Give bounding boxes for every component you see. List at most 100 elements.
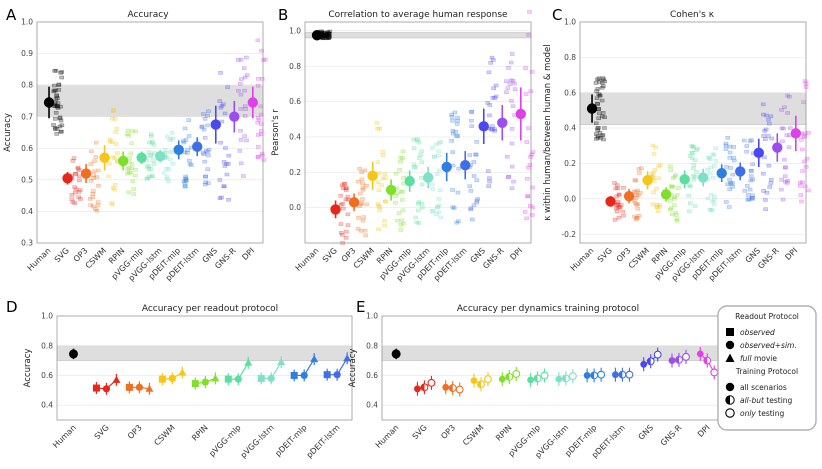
- scenario-marker: [327, 32, 332, 36]
- mean-point-GNS-R: [772, 142, 783, 153]
- marker-full-movie: [310, 355, 319, 363]
- scenario-marker: [655, 205, 660, 209]
- scenario-marker: [343, 188, 349, 192]
- scenario-marker: [242, 66, 247, 71]
- scenario-marker: [524, 216, 529, 221]
- group-Human: [68, 348, 78, 360]
- scenario-marker: [91, 169, 97, 174]
- scenario-marker: [436, 203, 442, 208]
- scenario-marker: [454, 220, 460, 225]
- mean-point-DPI: [790, 128, 802, 139]
- scenario-marker: [709, 207, 714, 212]
- scenario-marker: [454, 122, 460, 126]
- scenario-marker: [469, 124, 475, 128]
- scenario-marker: [522, 210, 528, 214]
- scenario-marker: [686, 193, 691, 198]
- scenario-marker: [377, 208, 382, 212]
- scenario-marker: [597, 93, 603, 98]
- scenario-marker: [455, 134, 460, 138]
- scenario-marker: [469, 110, 474, 114]
- scenario-marker: [485, 169, 491, 173]
- scenario-marker: [618, 203, 624, 207]
- x-tick-label: SVG: [596, 246, 614, 264]
- scenario-marker: [779, 178, 784, 182]
- scenario-marker: [261, 58, 266, 62]
- scenario-marker: [781, 126, 786, 131]
- scenario-marker: [802, 134, 807, 138]
- marker-only-testing: [625, 370, 634, 379]
- scenario-marker: [601, 137, 606, 142]
- scenario-marker: [620, 209, 625, 214]
- scenario-marker: [359, 201, 365, 205]
- scenario-marker: [364, 202, 369, 207]
- mean-point-Human: [43, 97, 55, 108]
- scenario-marker: [342, 181, 347, 186]
- scenario-marker: [762, 129, 767, 133]
- scenario-marker: [527, 10, 532, 14]
- scenario-marker: [675, 193, 680, 197]
- scenario-marker: [596, 107, 601, 111]
- scenario-marker: [149, 174, 155, 179]
- scenario-marker: [416, 208, 421, 213]
- scenario-marker: [169, 131, 175, 135]
- scenario-marker: [595, 126, 600, 131]
- scenario-marker: [400, 208, 406, 213]
- scenario-marker: [763, 137, 768, 141]
- scenario-cluster-CSWM: [106, 108, 120, 207]
- scenario-marker: [199, 125, 205, 129]
- scenario-marker: [787, 94, 792, 99]
- scenario-marker: [436, 210, 442, 214]
- scenario-marker: [416, 200, 422, 204]
- scenario-marker: [508, 60, 514, 65]
- scenario-marker: [782, 165, 788, 170]
- y-tick-label: 0.6: [366, 371, 378, 380]
- scenario-marker: [506, 66, 511, 70]
- scenario-marker: [450, 188, 455, 192]
- scenario-marker: [488, 127, 494, 131]
- scenario-marker: [375, 126, 380, 131]
- x-tick-label: DPI: [783, 246, 799, 262]
- scenario-marker: [763, 198, 768, 202]
- y-tick-label: 0.6: [21, 144, 33, 153]
- scenario-marker: [749, 197, 755, 201]
- mean-point-Human: [391, 349, 401, 359]
- scenario-marker: [259, 112, 264, 117]
- scenario-marker: [383, 199, 388, 204]
- group-GNS: [640, 347, 662, 372]
- scenario-marker: [324, 36, 330, 41]
- scenario-marker: [126, 190, 131, 195]
- scenario-marker: [377, 126, 383, 131]
- scenario-marker: [724, 165, 729, 169]
- marker-all-but-testing-half: [703, 357, 708, 364]
- scenario-marker: [783, 179, 788, 184]
- scenario-marker: [355, 227, 361, 231]
- scenario-marker: [760, 102, 766, 107]
- scenario-marker: [358, 202, 363, 207]
- mean-point-pVGG-lstm: [422, 172, 434, 183]
- scenario-marker: [690, 144, 696, 149]
- scenario-marker: [420, 205, 425, 210]
- y-tick-label: 0.2: [564, 159, 576, 168]
- scenario-marker: [238, 107, 244, 111]
- scenario-marker: [411, 146, 417, 150]
- scenario-marker: [455, 118, 460, 123]
- scenario-marker: [657, 203, 662, 207]
- scenario-marker: [324, 32, 330, 36]
- y-tick-label: 0.4: [564, 124, 576, 133]
- panel-C: -0.2 0.0 0.2 0.4 0.6 0.8 1.0 Cohen's κ Cκ within…: [543, 6, 811, 283]
- scenario-marker: [524, 140, 529, 144]
- scenario-marker: [621, 186, 626, 190]
- scenario-marker: [238, 161, 244, 166]
- scenario-marker: [598, 136, 603, 140]
- human-range-band: [381, 345, 721, 361]
- scenario-marker: [744, 144, 750, 148]
- scenario-marker: [226, 197, 231, 202]
- scenario-marker: [357, 166, 362, 171]
- marker-only-testing: [568, 372, 577, 381]
- scenario-marker: [669, 212, 675, 217]
- scenario-marker: [656, 164, 661, 169]
- scenario-marker: [325, 30, 330, 34]
- scenario-marker: [338, 202, 344, 207]
- scenario-marker: [110, 109, 116, 113]
- scenario-marker: [510, 79, 516, 83]
